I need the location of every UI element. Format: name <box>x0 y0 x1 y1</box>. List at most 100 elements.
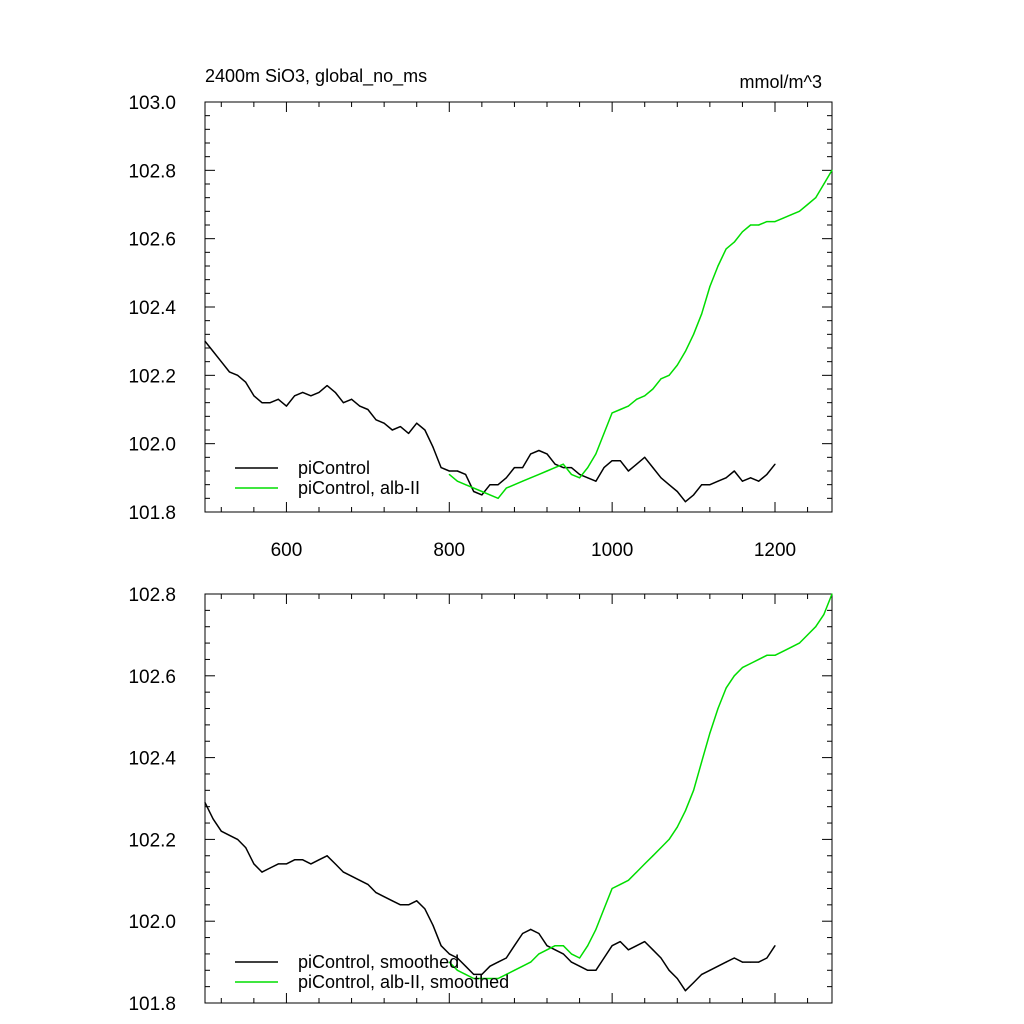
data-point <box>554 463 556 465</box>
data-point <box>831 169 833 171</box>
y-tick-label: 102.8 <box>128 161 176 182</box>
y-tick-label: 102.6 <box>128 667 176 688</box>
data-point <box>383 422 385 424</box>
data-point <box>717 965 719 967</box>
data-point <box>473 487 475 489</box>
data-point <box>448 470 450 472</box>
data-point <box>570 961 573 963</box>
data-point <box>562 463 564 465</box>
series-line-1 <box>448 593 833 980</box>
data-point <box>782 650 784 652</box>
data-point <box>245 381 247 383</box>
data-point <box>587 466 589 469</box>
data-point <box>448 473 450 476</box>
data-point <box>489 494 491 496</box>
data-point <box>481 494 483 496</box>
data-point <box>635 463 638 465</box>
data-point <box>627 949 630 951</box>
data-point <box>391 900 393 902</box>
data-point <box>342 871 345 873</box>
data-point <box>302 391 304 394</box>
data-point <box>391 429 393 431</box>
data-point <box>725 961 727 963</box>
data-point <box>668 484 670 486</box>
data-point <box>220 830 222 832</box>
y-tick-label: 102.4 <box>128 298 176 319</box>
data-point <box>326 384 328 387</box>
data-point <box>310 395 312 397</box>
data-point <box>725 477 727 479</box>
data-point <box>456 470 459 472</box>
data-point <box>473 490 475 493</box>
data-point <box>660 378 662 380</box>
data-point <box>513 484 516 486</box>
data-point <box>261 871 263 873</box>
data-point <box>473 977 475 980</box>
data-point <box>652 949 654 951</box>
data-point <box>497 961 499 963</box>
data-point <box>790 214 792 216</box>
plot-frame <box>204 593 833 1004</box>
data-point <box>831 593 833 595</box>
legend-label-1: piControl, alb-II, smoothed <box>298 972 509 992</box>
data-point <box>293 395 296 397</box>
data-point <box>570 953 573 955</box>
data-point <box>823 183 825 185</box>
data-point <box>456 957 459 959</box>
x-tick-label: 1200 <box>754 540 796 561</box>
data-point <box>554 466 556 469</box>
data-point <box>741 480 744 482</box>
data-point <box>204 801 206 804</box>
data-point <box>261 402 263 404</box>
data-point <box>570 466 573 469</box>
data-point <box>627 405 630 407</box>
data-point <box>489 977 491 980</box>
data-point <box>717 707 719 710</box>
data-point <box>684 350 687 353</box>
data-point <box>733 241 735 243</box>
data-point <box>448 953 450 955</box>
data-point <box>464 965 467 967</box>
data-point <box>733 470 735 472</box>
data-point <box>815 626 817 628</box>
data-point <box>798 210 801 212</box>
data-point <box>578 473 581 476</box>
data-point <box>701 973 703 975</box>
data-point <box>521 965 524 967</box>
data-point <box>676 490 678 493</box>
data-point <box>627 470 630 472</box>
data-point <box>587 969 589 971</box>
data-point <box>603 908 605 910</box>
data-point <box>676 364 678 366</box>
data-point <box>489 965 491 967</box>
data-point <box>766 473 768 476</box>
data-point <box>513 969 516 971</box>
data-point <box>546 945 548 947</box>
y-tick-label: 102.2 <box>128 366 176 387</box>
data-point <box>277 863 279 865</box>
data-point <box>440 466 442 469</box>
data-point <box>538 449 540 452</box>
data-point <box>611 460 613 462</box>
data-point <box>806 634 809 636</box>
data-point <box>619 460 621 462</box>
legend-label-1: piControl, alb-II <box>298 478 420 498</box>
data-point <box>464 473 467 476</box>
x-tick-label: 600 <box>271 540 303 561</box>
data-point <box>644 456 646 458</box>
data-point <box>652 855 654 857</box>
data-point <box>399 904 402 906</box>
data-point <box>530 961 532 963</box>
data-point <box>505 477 507 479</box>
data-point <box>635 871 638 873</box>
data-point <box>350 398 353 400</box>
data-point <box>774 463 776 465</box>
data-point <box>749 224 752 226</box>
data-point <box>326 855 328 857</box>
data-point <box>416 900 418 902</box>
data-point <box>562 945 564 947</box>
data-point <box>285 405 288 407</box>
data-point <box>285 863 288 865</box>
data-point <box>595 480 597 482</box>
legend-label-0: piControl, smoothed <box>298 952 459 972</box>
